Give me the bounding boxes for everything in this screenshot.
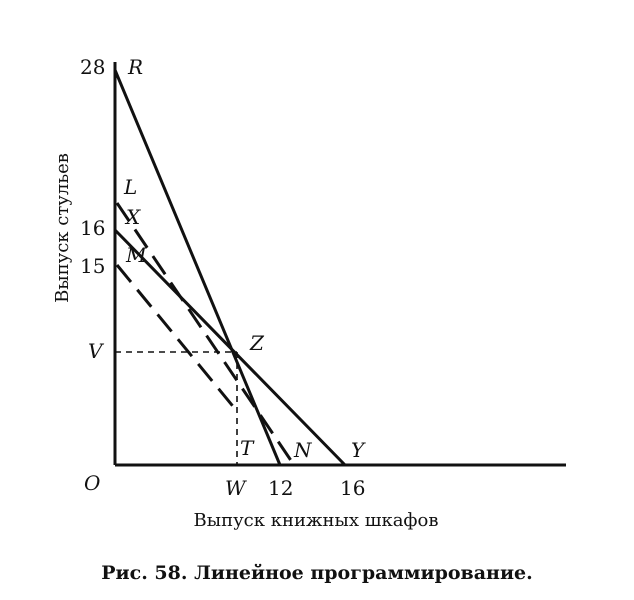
point-label-X: X xyxy=(124,205,141,229)
point-label-R: R xyxy=(127,55,143,79)
y-tick-15: 15 xyxy=(80,254,105,278)
point-label-Y: Y xyxy=(351,438,366,462)
line-RN xyxy=(113,69,282,466)
y-tick-V: V xyxy=(88,339,105,363)
point-label-T: T xyxy=(240,436,255,460)
line-XY xyxy=(113,228,347,467)
line-LN-dashed xyxy=(115,202,294,463)
point-label-M: M xyxy=(125,243,147,267)
origin-label: O xyxy=(84,471,100,495)
y-tick-28: 28 xyxy=(80,55,105,79)
point-label-L: L xyxy=(123,175,137,199)
x-tick-16: 16 xyxy=(340,476,365,500)
figure-caption: Рис. 58. Линейное программирование. xyxy=(101,562,533,584)
x-tick-12: 12 xyxy=(268,476,293,500)
x-axis-title: Выпуск книжных шкафов xyxy=(194,510,439,531)
point-label-Z: Z xyxy=(249,331,265,355)
point-label-N: N xyxy=(293,438,313,462)
y-axis-title: Выпуск стульев xyxy=(52,153,73,303)
y-tick-16: 16 xyxy=(80,216,105,240)
x-tick-W: W xyxy=(225,476,247,500)
